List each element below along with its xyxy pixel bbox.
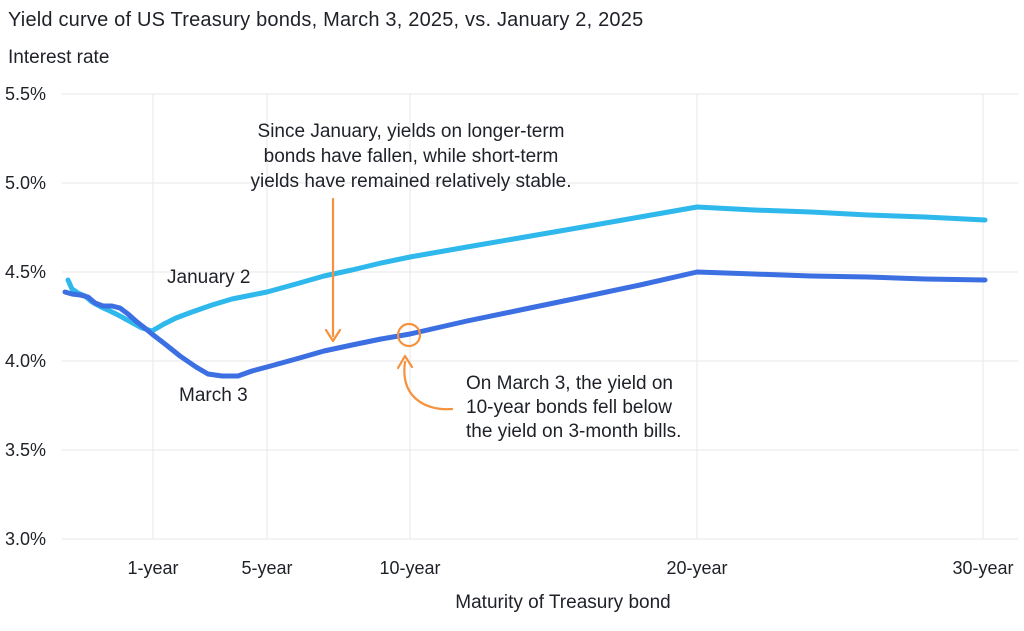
- x-tick-10-year: 10-year: [379, 558, 441, 578]
- y-tick-3-0: 3.0%: [5, 529, 47, 549]
- x-tick-30-year: 30-year: [952, 558, 1014, 578]
- annotation-line: Since January, yields on longer-term: [257, 121, 565, 142]
- gridlines-vertical: [152, 94, 984, 539]
- march-series-label: March 3: [179, 385, 248, 406]
- inversion-circle-icon: [396, 322, 422, 348]
- annotation-line: 10-year bonds fell below: [466, 397, 672, 418]
- annotation-line: bonds have fallen, while short-term: [263, 146, 559, 167]
- annotation-line: On March 3, the yield on: [466, 373, 673, 394]
- y-tick-4-0: 4.0%: [5, 351, 47, 371]
- y-tick-4-5: 4.5%: [5, 262, 47, 282]
- inversion-annotation: On March 3, the yield on 10-year bonds f…: [466, 372, 681, 444]
- y-tick-3-5: 3.5%: [5, 440, 47, 460]
- y-tick-5-0: 5.0%: [5, 173, 47, 193]
- annotation-line: yields have remained relatively stable.: [250, 171, 572, 192]
- x-tick-5-year: 5-year: [241, 558, 293, 578]
- y-tick-5-5: 5.5%: [5, 84, 47, 104]
- y-axis-title: Interest rate: [8, 47, 110, 68]
- x-axis-label: Maturity of Treasury bond: [455, 592, 671, 613]
- x-tick-1-year: 1-year: [127, 558, 179, 578]
- x-tick-20-year: 20-year: [666, 558, 728, 578]
- january-series-label: January 2: [167, 267, 251, 288]
- annotation-line: the yield on 3-month bills.: [466, 421, 682, 442]
- gridlines-horizontal: [62, 93, 1018, 540]
- down-arrow-icon: [324, 197, 342, 343]
- stable-yields-annotation: Since January, yields on longer-term bon…: [231, 119, 591, 194]
- march-yield-line: [62, 269, 988, 379]
- chart-title: Yield curve of US Treasury bonds, March …: [8, 9, 644, 31]
- curved-arrow-icon: [396, 354, 454, 411]
